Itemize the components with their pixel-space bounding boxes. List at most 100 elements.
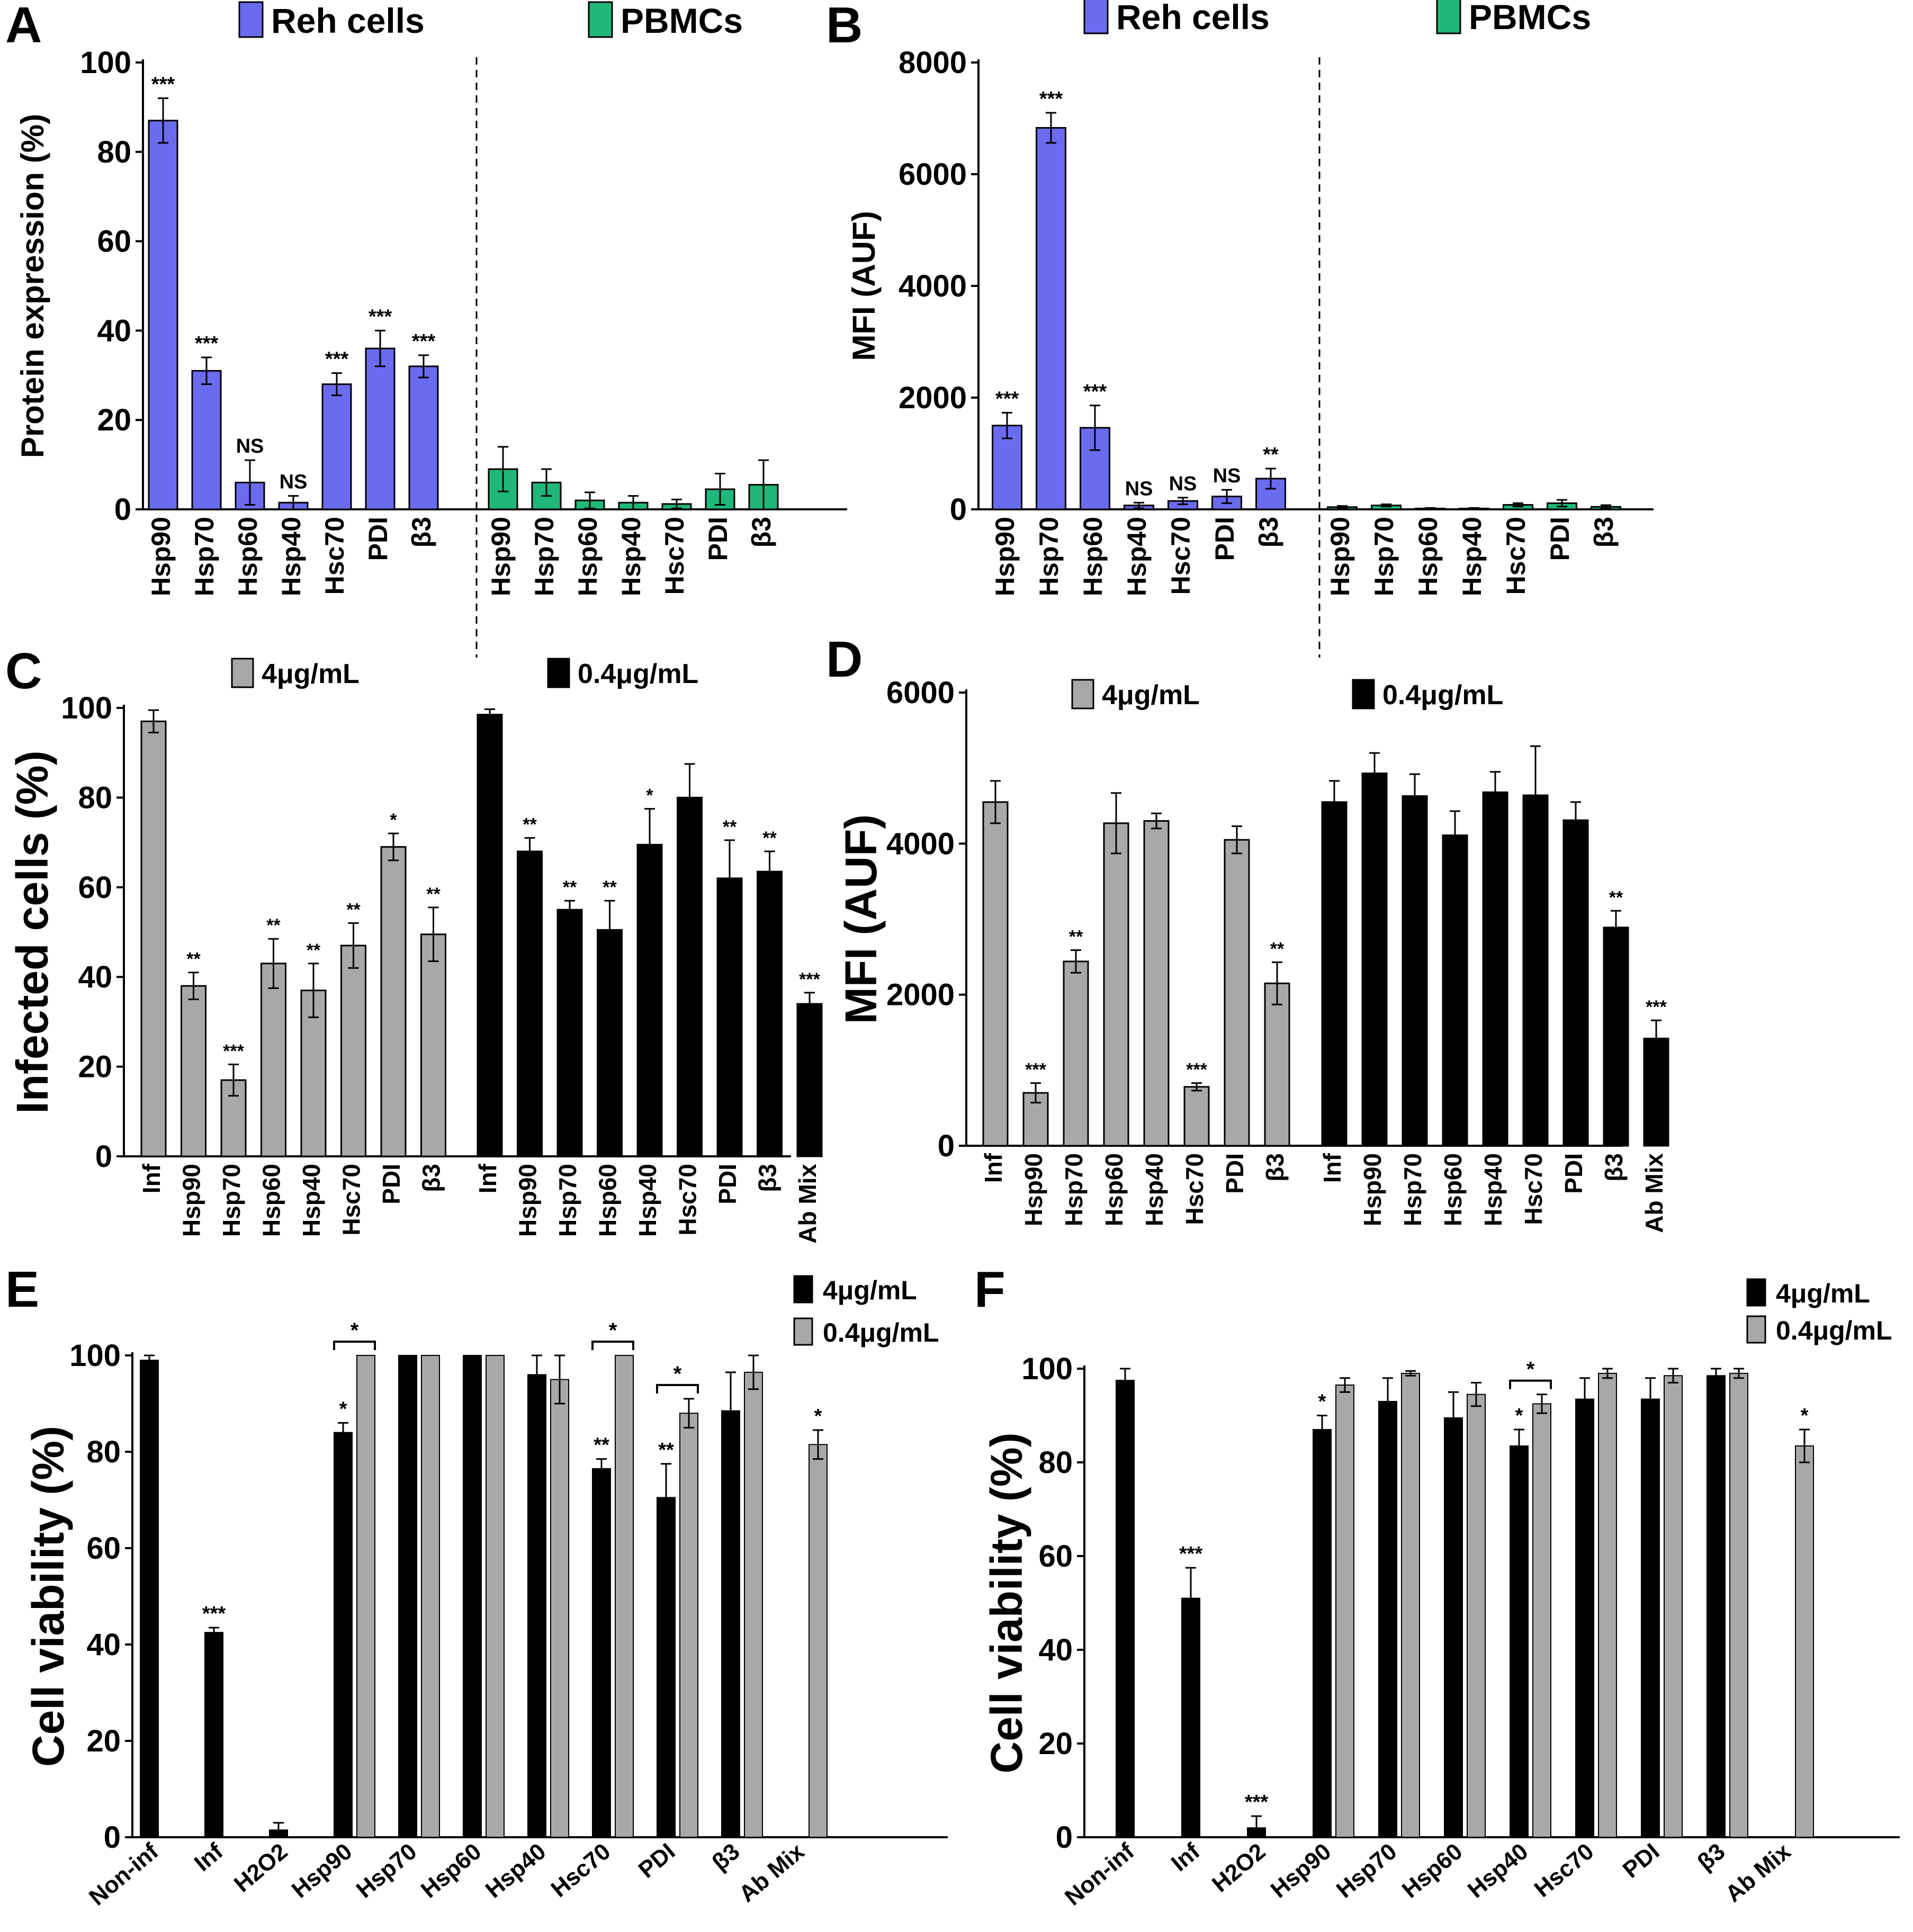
bar [556, 909, 583, 1157]
x-tick-label: PDI [634, 1838, 680, 1883]
x-tick-label: Hsp60 [594, 1164, 622, 1237]
x-tick-label: Hsp60 [233, 517, 263, 596]
significance-label: *** [223, 1041, 244, 1061]
bracket-label: * [1526, 1358, 1535, 1381]
bar [1575, 1398, 1594, 1838]
x-tick-label: Ab Mix [794, 1164, 821, 1244]
y-tick-label: 80 [97, 135, 131, 169]
legend-label: PBMCs [1469, 0, 1591, 37]
bar [1522, 794, 1549, 1147]
bar [1641, 1398, 1660, 1838]
significance-label: ** [1069, 927, 1083, 947]
bar [420, 933, 446, 1157]
significance-label: * [1515, 1405, 1523, 1427]
x-tick-label: Hsp40 [1140, 1153, 1168, 1226]
bar [1467, 1394, 1486, 1838]
significance-label: ** [594, 1434, 609, 1457]
bar [181, 985, 206, 1157]
x-tick-label: Hsp70 [1369, 517, 1399, 596]
bar [421, 1355, 440, 1838]
x-tick-label: Hsp90 [514, 1164, 542, 1237]
bar [1181, 1597, 1200, 1838]
bar [1402, 795, 1428, 1147]
x-tick-label: Hsc70 [660, 517, 689, 595]
x-tick-label: Hsp90 [1020, 1153, 1047, 1226]
bar [148, 120, 178, 510]
significance-label: ** [1609, 887, 1623, 907]
x-tick-label: β3 [747, 517, 776, 547]
significance-label: ** [307, 940, 321, 960]
x-tick-label: β3 [754, 1164, 782, 1192]
x-tick-label: Hsp70 [190, 517, 219, 596]
bar [1116, 1380, 1135, 1838]
panel-label: B [826, 0, 863, 53]
significance-bracket [656, 1383, 699, 1394]
chart-panel-B: 0 2000 4000 6000 8000 MFI (AUF) B *** Hsp90 *** Hs… [826, 0, 1654, 658]
x-tick-label: β3 [1261, 1153, 1289, 1182]
significance-label: *** [995, 388, 1019, 410]
x-tick-label: Inf [138, 1163, 165, 1193]
y-tick-label: 0 [114, 492, 131, 527]
bar [261, 963, 286, 1157]
significance-label: *** [1025, 1060, 1046, 1080]
x-tick-label: Ab Mix [1720, 1838, 1795, 1908]
x-tick-label: H2O2 [229, 1838, 293, 1897]
y-tick-label: 0 [95, 1139, 112, 1174]
x-tick-label: PDI [703, 517, 733, 561]
bar [1707, 1375, 1726, 1838]
bar [679, 1413, 698, 1838]
x-tick-label: H2O2 [1207, 1838, 1271, 1897]
y-tick-label: 100 [1021, 1352, 1073, 1386]
x-tick-label: PDI [1545, 517, 1575, 561]
bracket-label: * [609, 1319, 617, 1342]
significance-bracket [1509, 1379, 1552, 1389]
significance-label: ** [523, 815, 537, 835]
bar [1335, 1384, 1354, 1838]
significance-label: *** [799, 969, 820, 990]
bar [1729, 1372, 1748, 1838]
legend-swatch [1746, 1315, 1766, 1344]
x-tick-label: PDI [1221, 1153, 1249, 1194]
x-tick-label: Hsp70 [1399, 1153, 1426, 1226]
legend-swatch [793, 1317, 813, 1346]
significance-label: NS [1125, 478, 1153, 500]
y-tick-label: 100 [80, 46, 131, 80]
y-axis-title: Cell viability (%) [982, 1432, 1031, 1773]
bar [1562, 819, 1589, 1147]
x-tick-label: Hsc70 [546, 1838, 616, 1902]
y-tick-label: 2000 [886, 978, 955, 1012]
y-tick-label: 80 [1038, 1445, 1073, 1480]
significance-label: NS [236, 435, 264, 457]
x-tick-label: Ab Mix [734, 1838, 809, 1908]
x-tick-label: Hsp90 [146, 517, 176, 596]
bar [1183, 1086, 1210, 1147]
panel-label: A [5, 0, 42, 53]
x-tick-label: β3 [707, 1838, 745, 1876]
bar [744, 1371, 763, 1838]
bar [334, 1432, 353, 1838]
significance-label: ** [1270, 939, 1285, 959]
legend-label: 4μg/mL [1102, 680, 1200, 711]
bar [721, 1410, 740, 1838]
y-tick-label: 80 [78, 780, 112, 815]
x-tick-label: PDI [378, 1164, 405, 1205]
x-tick-label: Hsp90 [486, 517, 516, 596]
bar [1482, 791, 1508, 1147]
y-tick-label: 0 [938, 1129, 955, 1163]
y-tick-label: 80 [86, 1435, 121, 1469]
y-tick-label: 40 [1038, 1633, 1073, 1667]
bar [1036, 127, 1066, 510]
bar [1264, 982, 1290, 1147]
x-tick-label: Hsp40 [616, 517, 646, 596]
bar [1378, 1400, 1397, 1838]
x-tick-label: β3 [1693, 1838, 1730, 1876]
significance-label: *** [1245, 1791, 1269, 1813]
x-tick-label: Hsp70 [218, 1164, 245, 1237]
significance-label: NS [1169, 473, 1197, 495]
x-tick-label: Hsc70 [1520, 1153, 1547, 1225]
bar [356, 1355, 375, 1838]
legend-swatch [231, 658, 254, 688]
bar [1664, 1375, 1683, 1838]
